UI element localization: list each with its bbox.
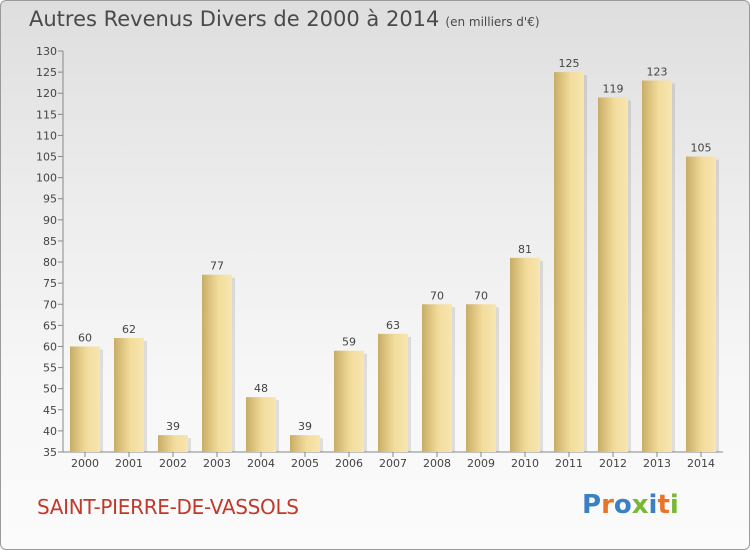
y-tick-label: 90 — [43, 214, 57, 227]
y-tick-label: 115 — [36, 108, 57, 121]
y-tick-label: 60 — [43, 340, 57, 353]
bar — [202, 274, 232, 452]
logo-letter: r — [601, 490, 614, 520]
bar-value-label: 63 — [386, 319, 400, 332]
bar — [686, 156, 716, 453]
bar-value-label: 77 — [210, 260, 224, 273]
bar-value-label: 39 — [166, 420, 180, 433]
bar — [598, 97, 628, 452]
bar — [334, 350, 364, 452]
bar-value-label: 59 — [342, 336, 356, 349]
y-tick-label: 70 — [43, 298, 57, 311]
y-tick-label: 40 — [43, 425, 57, 438]
y-tick-label: 85 — [43, 235, 57, 248]
bar — [642, 80, 672, 453]
bar — [422, 304, 452, 452]
logo-letter: i — [669, 490, 679, 520]
bar-value-label: 62 — [122, 323, 136, 336]
bar — [290, 435, 320, 452]
bar — [70, 346, 100, 452]
x-tick-label: 2005 — [291, 457, 319, 470]
x-tick-label: 2006 — [335, 457, 363, 470]
x-tick-label: 2007 — [379, 457, 407, 470]
x-tick-label: 2012 — [599, 457, 627, 470]
y-tick-label: 50 — [43, 383, 57, 396]
x-tick-label: 2008 — [423, 457, 451, 470]
chart-title: Autres Revenus Divers de 2000 à 2014 (en … — [29, 7, 540, 31]
x-tick-label: 2011 — [555, 457, 583, 470]
y-tick-label: 45 — [43, 404, 57, 417]
logo-letter: o — [613, 490, 632, 520]
x-tick-label: 2013 — [643, 457, 671, 470]
logo-letter: i — [648, 490, 658, 520]
y-tick-label: 120 — [36, 87, 57, 100]
chart-unit-note: (en milliers d'€) — [445, 15, 540, 29]
y-tick-label: 95 — [43, 193, 57, 206]
bar — [114, 338, 144, 452]
proxiti-logo: Proxiti — [582, 490, 679, 520]
bar — [378, 333, 408, 452]
bar-value-label: 119 — [603, 82, 624, 95]
y-tick-label: 105 — [36, 151, 57, 164]
bar-value-label: 39 — [298, 420, 312, 433]
x-tick-label: 2000 — [71, 457, 99, 470]
commune-name: SAINT-PIERRE-DE-VASSOLS — [37, 495, 299, 519]
logo-letter: x — [631, 490, 649, 520]
logo-letter: t — [657, 490, 670, 520]
y-tick-label: 55 — [43, 362, 57, 375]
logo-letter: P — [582, 490, 602, 520]
x-tick-label: 2004 — [247, 457, 275, 470]
bar — [466, 304, 496, 452]
y-tick-label: 65 — [43, 319, 57, 332]
bar — [510, 257, 540, 452]
bar-value-label: 123 — [647, 66, 668, 79]
y-tick-label: 130 — [36, 45, 57, 58]
bar-value-label: 125 — [559, 57, 580, 70]
y-tick-label: 35 — [43, 446, 57, 459]
x-tick-label: 2001 — [115, 457, 143, 470]
x-tick-label: 2010 — [511, 457, 539, 470]
bar — [158, 435, 188, 452]
y-tick-label: 80 — [43, 256, 57, 269]
bar-value-label: 105 — [691, 142, 712, 155]
y-tick-label: 125 — [36, 66, 57, 79]
bar-value-label: 70 — [474, 289, 488, 302]
bar-value-label: 81 — [518, 243, 532, 256]
bar — [554, 72, 584, 453]
bar-value-label: 60 — [78, 331, 92, 344]
y-tick-label: 75 — [43, 277, 57, 290]
y-tick-label: 100 — [36, 172, 57, 185]
bar-value-label: 70 — [430, 289, 444, 302]
bar-value-label: 48 — [254, 382, 268, 395]
y-tick-label: 110 — [36, 129, 57, 142]
x-tick-label: 2009 — [467, 457, 495, 470]
bar — [246, 397, 276, 452]
x-tick-label: 2002 — [159, 457, 187, 470]
x-tick-label: 2003 — [203, 457, 231, 470]
x-tick-label: 2014 — [687, 457, 715, 470]
chart-title-text: Autres Revenus Divers de 2000 à 2014 — [29, 7, 440, 31]
